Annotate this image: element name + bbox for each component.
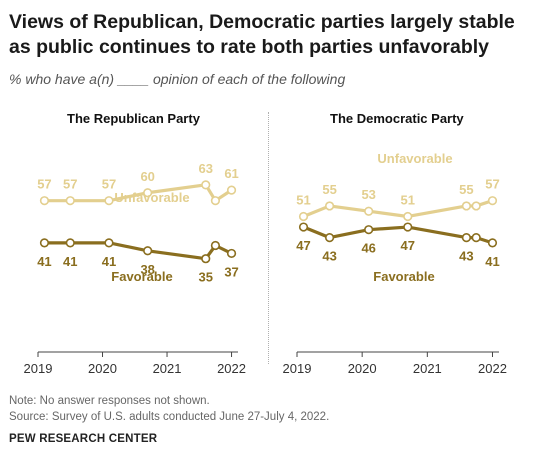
data-point xyxy=(143,246,153,256)
data-label: 43 xyxy=(322,249,336,264)
data-label: 51 xyxy=(296,192,310,207)
data-label: 43 xyxy=(459,249,473,264)
data-label: 53 xyxy=(361,187,375,202)
data-label: 63 xyxy=(199,161,213,176)
data-point xyxy=(65,238,75,248)
data-point xyxy=(226,185,237,195)
chart-subtitle: % who have a(n) ____ opinion of each of … xyxy=(9,71,346,87)
data-point xyxy=(39,238,50,248)
data-label: 46 xyxy=(361,241,375,256)
data-point xyxy=(324,232,335,243)
data-label: 57 xyxy=(63,177,77,192)
data-point xyxy=(403,222,413,232)
data-label: 60 xyxy=(140,169,154,184)
x-tick-label: 2019 xyxy=(283,361,312,376)
data-point xyxy=(324,201,335,211)
data-label: 41 xyxy=(102,254,116,269)
data-label: 37 xyxy=(224,264,238,279)
series-name-label: Favorable xyxy=(373,269,434,284)
data-point xyxy=(461,232,472,243)
x-tick-label: 2022 xyxy=(217,361,246,376)
data-label: 57 xyxy=(37,177,51,192)
panel-divider xyxy=(268,112,269,364)
data-label: 55 xyxy=(322,182,336,197)
data-point xyxy=(201,180,211,190)
x-tick-label: 2021 xyxy=(153,361,182,376)
data-point xyxy=(104,238,114,248)
data-label: 47 xyxy=(401,238,415,253)
series-name-label: Unfavorable xyxy=(377,151,452,166)
x-tick-label: 2020 xyxy=(88,361,117,376)
data-label: 41 xyxy=(63,254,77,269)
data-label: 61 xyxy=(224,166,238,181)
series-name-label: Unfavorable xyxy=(114,190,189,205)
data-point xyxy=(201,254,211,264)
data-point xyxy=(298,222,309,232)
x-tick-label: 2019 xyxy=(24,361,53,376)
x-tick-label: 2021 xyxy=(413,361,442,376)
panel-title-republican: The Republican Party xyxy=(67,111,200,126)
panel-title-democratic: The Democratic Party xyxy=(330,111,464,126)
data-point xyxy=(364,206,374,216)
data-point xyxy=(403,211,413,222)
data-label: 41 xyxy=(37,254,51,269)
data-point xyxy=(487,238,498,248)
org-name: PEW RESEARCH CENTER xyxy=(9,433,158,445)
chart-title: Views of Republican, Democratic parties … xyxy=(9,11,515,58)
data-label: 35 xyxy=(199,270,213,285)
data-point xyxy=(143,188,153,198)
data-point xyxy=(65,196,75,206)
data-label: 41 xyxy=(485,254,499,269)
data-label: 51 xyxy=(401,192,415,207)
data-point xyxy=(104,196,114,206)
data-point xyxy=(39,196,50,206)
data-point xyxy=(298,211,309,222)
data-point xyxy=(471,232,481,243)
x-tick-label: 2020 xyxy=(348,361,377,376)
data-point xyxy=(226,248,237,259)
data-point xyxy=(471,201,481,211)
data-point xyxy=(461,201,472,211)
note-text: Note: No answer responses not shown. xyxy=(9,395,210,407)
x-tick-label: 2022 xyxy=(478,361,507,376)
data-label: 57 xyxy=(102,177,116,192)
source-text: Source: Survey of U.S. adults conducted … xyxy=(9,411,330,423)
data-point xyxy=(210,196,221,206)
data-point xyxy=(487,196,498,206)
data-label: 55 xyxy=(459,182,473,197)
data-label: 47 xyxy=(296,238,310,253)
data-point xyxy=(210,240,221,251)
data-point xyxy=(364,225,374,235)
data-label: 38 xyxy=(140,262,154,277)
data-label: 57 xyxy=(485,177,499,192)
series-name-label: Favorable xyxy=(111,269,172,284)
